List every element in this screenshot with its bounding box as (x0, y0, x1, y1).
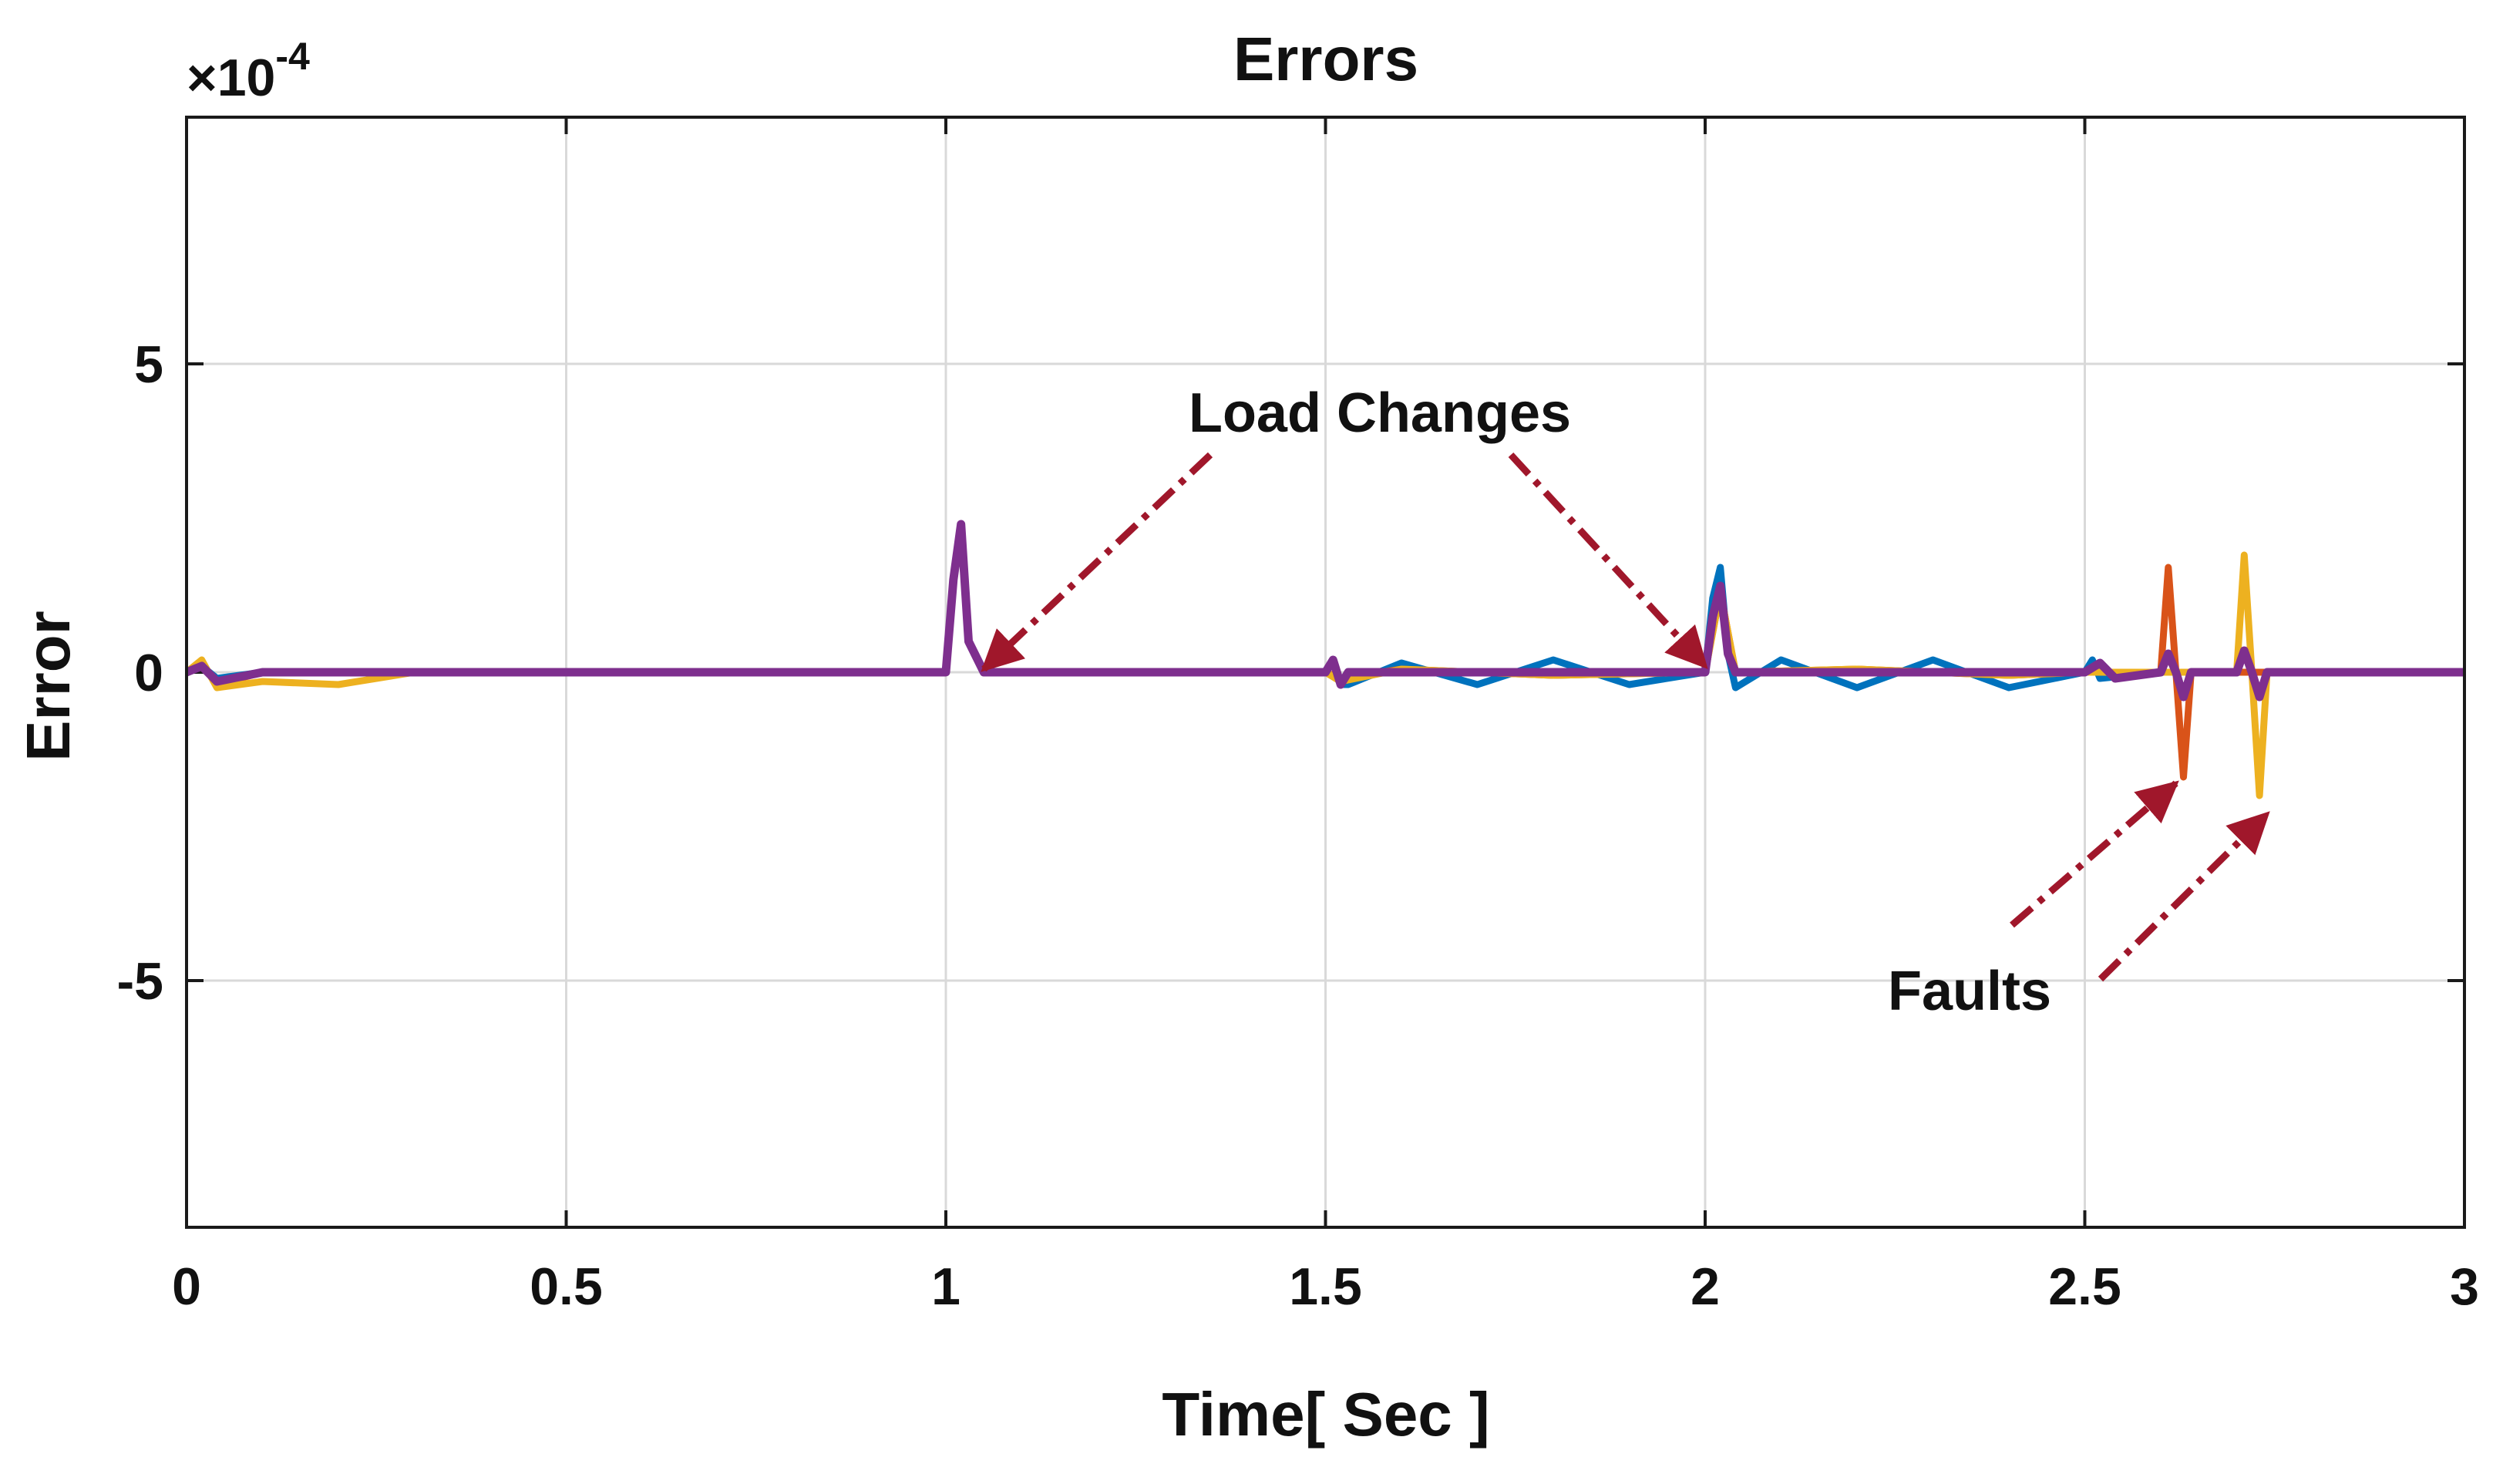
y-exponent-base: ×10 (187, 49, 275, 107)
annotation-load-changes: Load Changes (1189, 382, 1571, 444)
x-tick-labels: 0 0.5 1 1.5 2 2.5 3 (172, 1257, 2479, 1316)
y-tick-label: -5 (117, 952, 163, 1011)
annotation-arrows (981, 452, 2270, 982)
annotation-faults: Faults (1888, 961, 2051, 1022)
annotation-arrow (2098, 811, 2270, 982)
x-tick-label: 2.5 (2048, 1257, 2121, 1316)
y-axis-label: Error (14, 611, 82, 762)
x-axis-label: Time[ Sec ] (1162, 1380, 1489, 1449)
x-tick-label: 0 (172, 1257, 201, 1316)
y-tick-label: 0 (134, 644, 163, 702)
y-exponent-label: ×10-4 (187, 35, 310, 107)
x-tick-label: 1.5 (1289, 1257, 1362, 1316)
annotations: Load Changes Faults (1189, 382, 2051, 1022)
annotation-arrow (1508, 452, 1708, 669)
y-tick-labels: -5 0 5 (117, 335, 163, 1011)
plot-frame (185, 116, 2466, 1229)
x-tick-label: 3 (2450, 1257, 2479, 1316)
chart-title: Errors (1233, 25, 1418, 93)
series-lines (187, 520, 2464, 799)
y-exponent-power: -4 (275, 35, 310, 78)
x-tick-label: 1 (931, 1257, 960, 1316)
annotation-arrow (2010, 780, 2179, 928)
x-tick-label: 2 (1691, 1257, 1720, 1316)
x-tick-label: 0.5 (530, 1257, 603, 1316)
series-line-4 (187, 520, 2464, 702)
y-tick-label: 5 (134, 335, 163, 394)
annotation-arrow (981, 452, 1213, 672)
